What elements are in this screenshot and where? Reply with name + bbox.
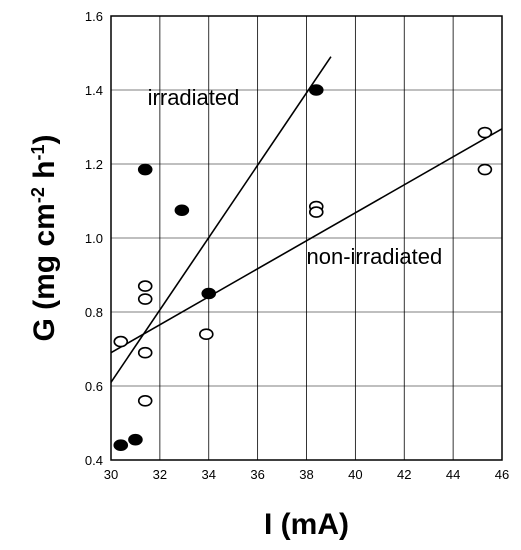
y-tick-label: 0.6 [85,379,103,394]
fit-line [110,128,503,354]
fit-line [110,56,332,383]
non-irradiated-point [308,206,324,218]
grid-lines [111,16,502,460]
x-tick-label: 38 [299,467,313,482]
irradiated-point [113,439,129,452]
annotation-label: non-irradiated [307,244,443,269]
non-irradiated-point [113,335,129,348]
irradiated-point [201,287,217,300]
y-tick-label: 1.2 [85,157,103,172]
x-tick-label: 42 [397,467,411,482]
y-tick-label: 0.4 [85,453,103,468]
y-axis-title-sup: -1 [28,144,48,160]
irradiated-point [137,163,153,176]
x-tick-label: 40 [348,467,362,482]
data-points [113,84,493,452]
fit-lines [110,56,503,383]
irradiated-point [174,204,190,217]
x-tick-label: 30 [104,467,118,482]
x-tick-label: 36 [250,467,264,482]
non-irradiated-point [477,126,493,139]
x-tick-label: 44 [446,467,460,482]
non-irradiated-point [137,293,153,305]
tick-labels: 30 32 34 36 38 40 42 44 46 0.4 0.6 0.8 1.0 1.2 1.4 1.6 [85,9,509,482]
y-tick-label: 1.6 [85,9,103,24]
non-irradiated-point [137,394,153,407]
plot-frame [110,15,503,461]
non-irradiated-point [137,346,153,359]
non-irradiated-point [477,163,493,176]
y-axis-title-part: h [28,160,61,187]
x-tick-label: 46 [495,467,509,482]
irradiated-point [128,433,143,446]
x-tick-label: 34 [202,467,216,482]
non-irradiated-point [199,328,214,341]
y-axis-title-part: ) [28,134,61,144]
y-tick-label: 0.8 [85,305,103,320]
irradiated-point [308,84,324,96]
annotations: irradiated non-irradiated [148,85,443,269]
x-tick-label: 32 [153,467,167,482]
y-axis-title-sup: -2 [28,187,48,203]
y-tick-label: 1.4 [85,83,103,98]
x-axis-title: I (mA) [264,508,349,541]
y-tick-label: 1.0 [85,231,103,246]
non-irradiated-point [137,280,153,292]
y-axis-title-part: G (mg cm [28,203,61,341]
annotation-label: irradiated [148,85,240,110]
y-axis-title: G (mg cm-2 h-1) [28,134,61,341]
